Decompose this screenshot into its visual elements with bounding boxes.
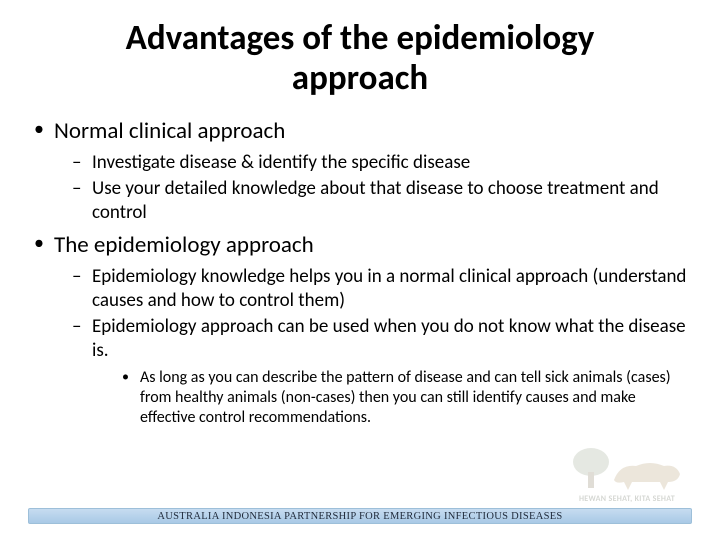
bullet-text: As long as you can describe the pattern … bbox=[140, 368, 671, 427]
bullet-text: Use your detailed knowledge about that d… bbox=[92, 177, 659, 224]
bullet-level2: Epidemiology knowledge helps you in a no… bbox=[54, 265, 692, 313]
slide-title: Advantages of the epidemiology approach bbox=[28, 18, 692, 99]
bullet-text: The epidemiology approach bbox=[54, 231, 314, 259]
logo-caption: HEWAN SEHAT, KITA SEHAT bbox=[562, 494, 692, 504]
bullet-level2: Epidemiology approach can be used when y… bbox=[54, 315, 692, 429]
bullet-sublist: Investigate disease & identify the speci… bbox=[54, 151, 692, 224]
bullet-text: Normal clinical approach bbox=[54, 117, 285, 145]
bullet-text: Investigate disease & identify the speci… bbox=[92, 151, 470, 174]
bullet-level3: As long as you can describe the pattern … bbox=[92, 368, 692, 428]
tree-icon bbox=[570, 446, 612, 490]
footer-bar: AUSTRALIA INDONESIA PARTNERSHIP FOR EMER… bbox=[28, 508, 692, 524]
bullet-text: Epidemiology approach can be used when y… bbox=[92, 315, 686, 362]
animal-icon bbox=[610, 452, 682, 492]
bullet-level1: The epidemiology approach Epidemiology k… bbox=[28, 231, 692, 429]
bullet-list: Normal clinical approach Investigate dis… bbox=[28, 117, 692, 429]
slide: Advantages of the epidemiology approach … bbox=[0, 0, 720, 540]
bullet-sublist: As long as you can describe the pattern … bbox=[92, 368, 692, 428]
bullet-level2: Use your detailed knowledge about that d… bbox=[54, 177, 692, 225]
bullet-level2: Investigate disease & identify the speci… bbox=[54, 151, 692, 175]
bullet-sublist: Epidemiology knowledge helps you in a no… bbox=[54, 265, 692, 428]
bullet-text: Epidemiology knowledge helps you in a no… bbox=[92, 265, 686, 312]
bullet-level1: Normal clinical approach Investigate dis… bbox=[28, 117, 692, 225]
footer-text: AUSTRALIA INDONESIA PARTNERSHIP FOR EMER… bbox=[157, 511, 562, 522]
partner-logo: HEWAN SEHAT, KITA SEHAT bbox=[562, 444, 692, 504]
